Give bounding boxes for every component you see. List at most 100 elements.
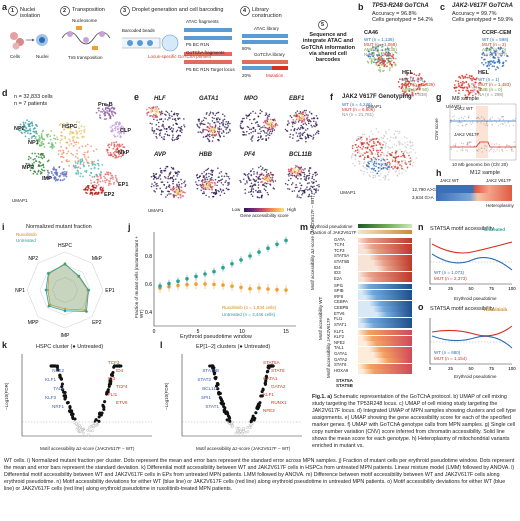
untreated-point — [185, 277, 189, 281]
motif-row-label: STAT1 — [334, 321, 347, 327]
rux-point — [230, 284, 234, 288]
j-xtick: 0 — [153, 329, 156, 335]
stat5a-untreated-chart: 0 25 50 75 100 — [429, 238, 516, 291]
heatmap-row — [358, 289, 412, 295]
pseudotime-bar — [358, 224, 412, 228]
panel-g-ylabel: CNV score — [434, 118, 439, 140]
volcano-label: GATA1 — [263, 376, 278, 381]
wt-line — [431, 335, 513, 349]
volcano-label: NFE2 — [263, 408, 275, 413]
panel-d-npatients: n = 7 patients — [14, 101, 48, 107]
panel-c-accuracy: Accuracy = 99.7% — [452, 11, 497, 17]
mut-line — [431, 241, 513, 254]
panel-m-footer-1: STAT5B — [336, 383, 353, 388]
motif-row-label: IRF8 — [334, 293, 344, 299]
rux-point — [185, 282, 189, 287]
panel-c-title: JAK2-V617F GoTChA — [452, 3, 514, 9]
motif-row-label: NFE2 — [334, 339, 345, 345]
motif-row-label: TCF4 — [334, 242, 345, 248]
stat5a-rux-chart: 0 25 50 75 100 — [429, 318, 516, 371]
volcano-label: NRF1 — [52, 404, 64, 409]
motif-row-label: FLI1 — [334, 316, 343, 322]
p5-gotcha-label: P5 BC R1N Target locus — [186, 67, 235, 72]
radar-axis-label: IMP — [61, 333, 71, 339]
panel-h-legend: Heteroplasmy — [486, 203, 514, 208]
gene-umap-mpo: MPO — [236, 96, 280, 148]
xtick: 100 — [508, 286, 516, 291]
panel-b-genotyped: Cells genotyped = 54.2% — [372, 17, 434, 23]
j-xtick: 5 — [197, 329, 200, 335]
panel-c-ccrf-legend-0: WT (n = 598) — [482, 37, 509, 42]
panel-l-letter: l — [160, 340, 163, 350]
step-1-label: Nuclei isolation — [20, 7, 41, 20]
panel-f-letter: f — [330, 92, 333, 102]
cluster-mkp: MkP — [118, 150, 130, 156]
rux-point — [275, 287, 279, 292]
panel-m-footer-0: STAT5A — [336, 378, 353, 383]
motif-row-label: STAT5A — [334, 253, 350, 259]
panel-h-left: JAK2 WT — [440, 178, 460, 183]
umap-d — [18, 104, 127, 196]
panel-c-hel-legend-3: NA (n = 298) — [478, 92, 504, 97]
gotcha-fragments-label: GoTChA fragments — [186, 50, 225, 55]
untreated-point — [176, 279, 180, 283]
panel-c-ccrf-legend-1: MUT (n = 2) — [482, 42, 507, 47]
xtick: 0 — [429, 366, 432, 371]
panel-c-umap1: UMAP1 — [446, 104, 462, 109]
panel-l-title: EP[1–2] clusters (● Untreated) — [196, 344, 271, 350]
panel-b-ca46: CA46 — [364, 30, 379, 36]
panel-b-hel-legend-0: WT (n = 9) — [402, 77, 424, 82]
rux-point — [212, 282, 216, 287]
panel-f-legend-0: WT (n = 4,246) — [342, 102, 373, 107]
volcano-label: STAT5A — [263, 360, 281, 365]
panel-m-letter: m — [300, 222, 309, 232]
motif-row-label: KLF2 — [334, 334, 345, 340]
rux-point — [257, 286, 261, 290]
panel-b-ca46-legend-0: WT (n = 1,136) — [364, 37, 395, 42]
panel-m-side-top: Motif accessibility Δz-score (JAK2V617F … — [310, 195, 315, 290]
heatmap-row — [358, 312, 412, 318]
pct80-label: 80% — [242, 46, 252, 51]
rux-point — [239, 285, 243, 290]
panel-d-umap1: UMAP1 — [12, 198, 28, 203]
panel-b-accuracy: Accuracy = 96.8% — [372, 11, 417, 17]
panel-k-letter: k — [2, 340, 8, 350]
motif-row-labels: GATA TCF4 TCF3 STAT5A STAT5B ID4 ID3 E2A SPI1 SPI… — [334, 237, 358, 376]
motif-row-label: TCF3 — [334, 247, 345, 253]
panel-b-hel: HEL — [402, 70, 413, 76]
volcano-label: ETV6 — [116, 400, 128, 405]
volcano-ep: STAT5B STAT3 BCL11A SPI1 STAT1 STAT5A STAT6 GAT… — [181, 354, 302, 437]
motif-row-label: TAL1 — [334, 345, 344, 351]
atac-fragments-label: ATAC fragments — [186, 19, 219, 24]
xtick: 50 — [468, 286, 474, 291]
pct20-label: 20% — [242, 73, 252, 78]
panel-g-letter: g — [436, 92, 442, 102]
panel-f-legend-1: MUT (n = 6,806) — [342, 107, 375, 112]
panel-f-title: JAK2 V617F Genotyping — [342, 94, 412, 100]
step-1-number: 1 — [11, 7, 15, 14]
volcano-label: ID3 — [108, 376, 116, 381]
locus-primer-label: Locus-specific GoTChA primers — [148, 54, 212, 59]
panel-n-xlabel: Erythroid pseudotime — [454, 296, 497, 301]
rux-point — [266, 287, 270, 291]
panel-n-legend-0: WT (n = 1,073) — [434, 270, 465, 275]
rux-point — [221, 283, 225, 287]
panel-b-title: TP53-R248 GoTChA — [372, 3, 429, 9]
gotcha-library-label: GoTChA library — [254, 52, 285, 57]
cluster-clp: CLP — [120, 128, 131, 134]
panel-f-legend-2: NA (n = 21,781) — [342, 112, 374, 117]
panel-o-letter: o — [418, 302, 424, 312]
untreated-point — [248, 254, 252, 258]
volcano-label: STAT3 — [197, 377, 211, 382]
xtick: 100 — [508, 366, 516, 371]
untreated-point — [167, 281, 171, 286]
untreated-point — [194, 274, 198, 279]
panel-k-ylabel: −Log10(FDR) — [4, 382, 9, 410]
panel-j-letter: j — [128, 222, 131, 232]
motif-row-label: SPI1 — [334, 282, 344, 288]
mutation-label: Mutation — [266, 73, 284, 78]
heteroplasmy-heatmap — [436, 185, 512, 201]
panel-b-ca46-legend-2: AMB (n = 4,135) — [364, 47, 397, 52]
radar-axis-label: MkP — [92, 256, 103, 262]
panel-i-legend-0: Ruxolitinib — [16, 232, 37, 237]
